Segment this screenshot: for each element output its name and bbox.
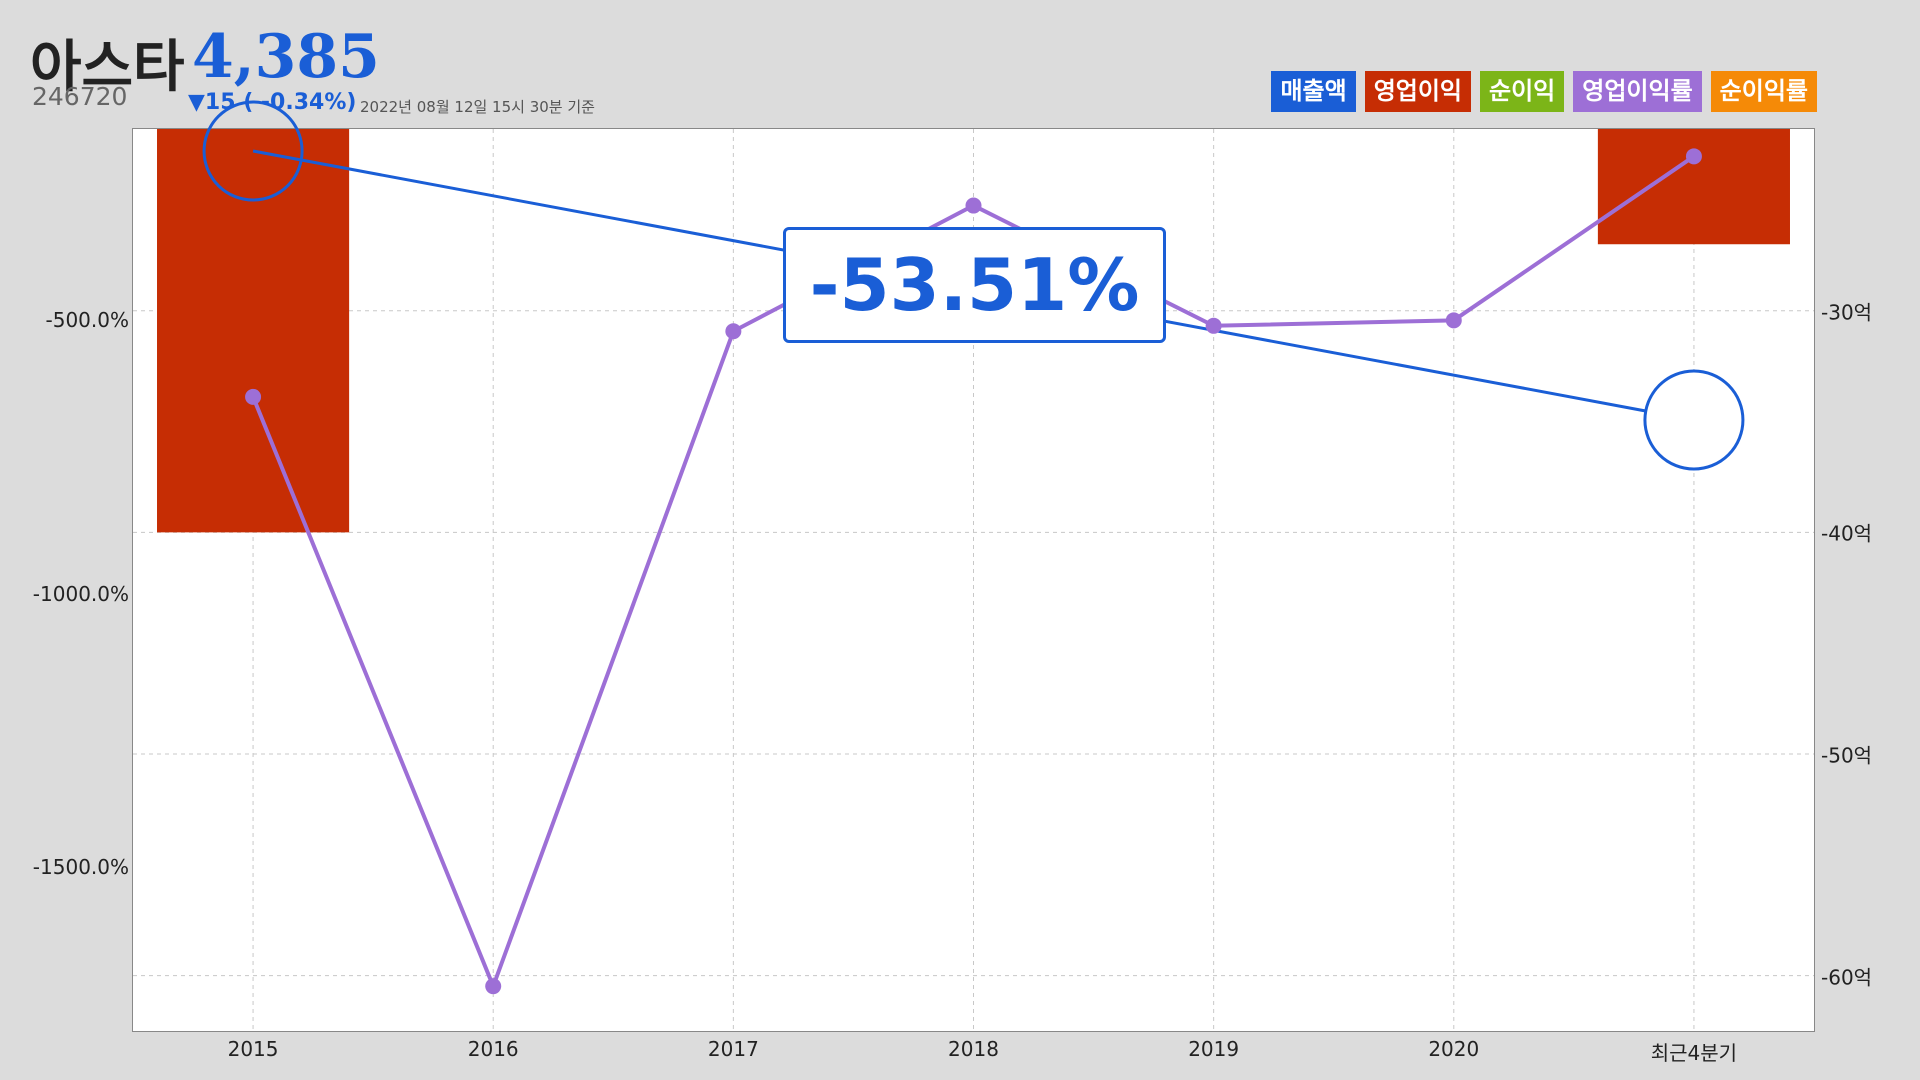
right-tick-label: -60억 — [1821, 965, 1873, 990]
bar-operating-profit — [157, 129, 350, 533]
x-tick-label: 2016 — [467, 1037, 519, 1061]
bar-operating-profit — [1597, 129, 1790, 245]
callout-value: -53.51% — [783, 227, 1166, 343]
point-operating-margin — [1445, 312, 1462, 329]
right-tick-label: -30억 — [1821, 300, 1873, 325]
left-tick-label: -1500.0% — [32, 855, 129, 879]
legend-item-operating-margin: 영업이익률 — [1573, 71, 1702, 112]
stock-code: 246720 — [32, 82, 128, 111]
right-tick-label: -50억 — [1821, 743, 1873, 768]
timestamp: 2022년 08월 12일 15시 30분 기준 — [360, 98, 595, 116]
legend-item-operating-profit: 영업이익 — [1364, 71, 1472, 112]
x-tick-label: 2018 — [948, 1037, 999, 1061]
x-tick-label: 2019 — [1188, 1037, 1240, 1061]
legend-item-net-margin: 순이익률 — [1710, 71, 1817, 112]
point-operating-margin — [1205, 317, 1222, 334]
right-tick-label: -40억 — [1821, 521, 1873, 546]
point-operating-margin — [485, 978, 502, 995]
point-operating-margin — [1685, 148, 1702, 165]
x-tick-label: 최근4분기 — [1650, 1041, 1738, 1065]
point-operating-margin — [245, 388, 262, 405]
x-tick-label: 2020 — [1428, 1037, 1480, 1061]
highlight-circle-end — [1643, 369, 1745, 471]
point-operating-margin — [725, 323, 742, 340]
x-tick-label: 2017 — [707, 1037, 759, 1061]
left-tick-label: -1000.0% — [32, 581, 129, 606]
price-change: ▼15 ( -0.34%) — [188, 90, 357, 115]
stock-name: 아스타 — [30, 35, 185, 100]
stock-price: 4,385 — [192, 22, 380, 92]
x-tick-label: 2015 — [227, 1037, 279, 1061]
legend: 매출액 영업이익 순이익 영업이익률 순이익률 — [1271, 71, 1817, 112]
legend-item-net-profit: 순이익 — [1480, 71, 1565, 112]
left-tick-label: -500.0% — [45, 308, 129, 333]
highlight-circle-start — [202, 100, 304, 202]
legend-item-revenue: 매출액 — [1271, 71, 1356, 112]
point-operating-margin — [965, 197, 982, 214]
